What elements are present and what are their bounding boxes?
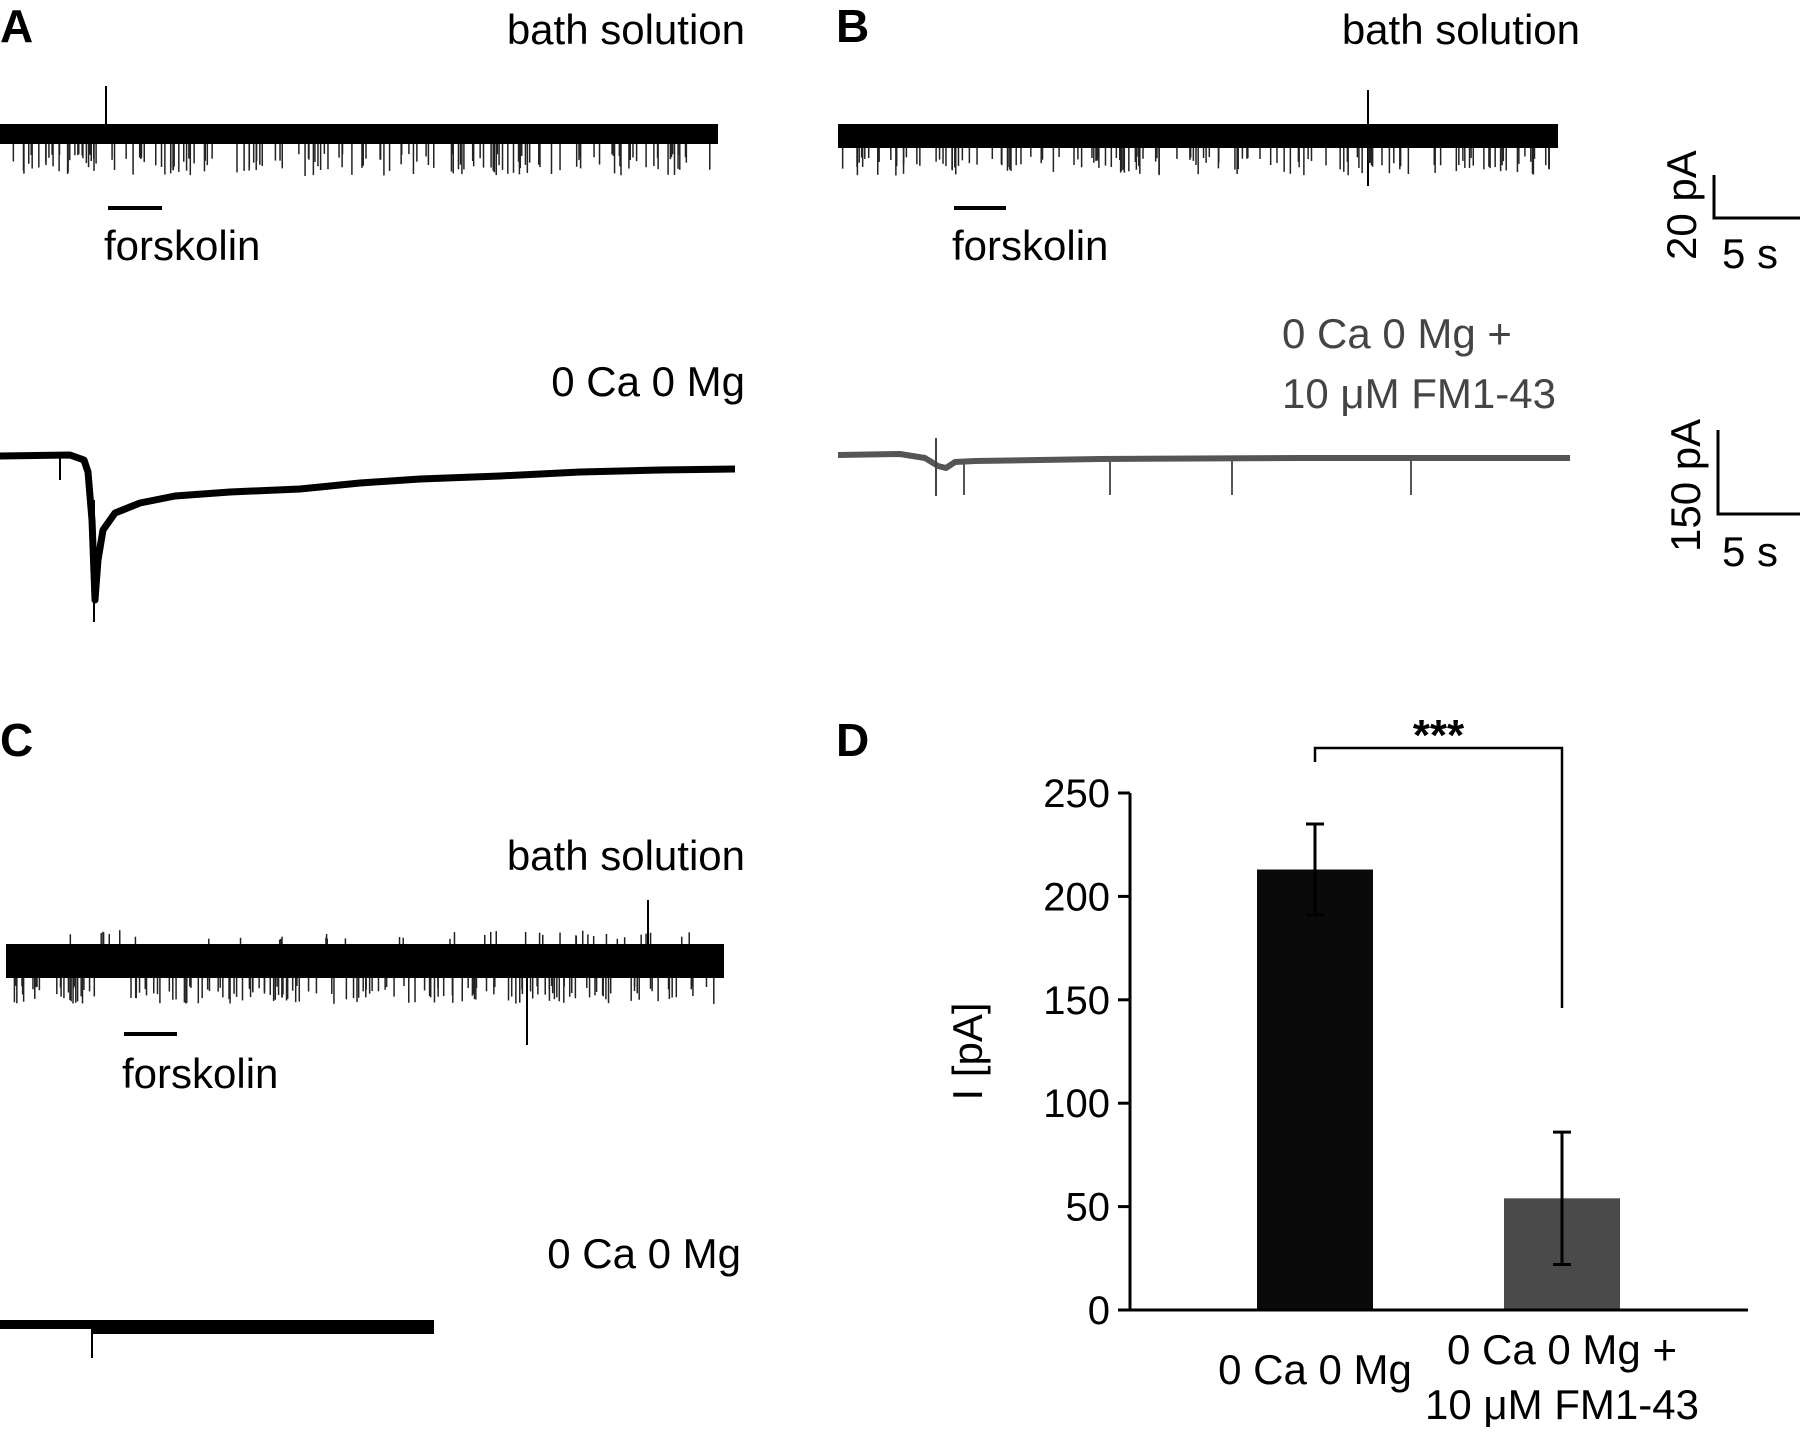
y-axis-ticks: 0 50 100 150 200 250 xyxy=(1043,772,1130,1333)
panel-b-bottom-trace xyxy=(837,438,1570,496)
panel-a-label: A xyxy=(0,0,33,52)
panel-b-bottom-condition-line1: 0 Ca 0 Mg + xyxy=(1282,310,1512,357)
panel-a: A bath solution forskolin 0 Ca 0 Mg xyxy=(0,0,745,622)
panel-b-top-trace xyxy=(838,90,1558,186)
panel-a-bottom-condition: 0 Ca 0 Mg xyxy=(551,358,745,405)
significance-bracket: *** xyxy=(1313,711,1564,1008)
panel-c-stim-label: forskolin xyxy=(122,1050,278,1097)
x-axis-labels: 0 Ca 0 Mg 0 Ca 0 Mg + 10 μM FM1-43 xyxy=(1218,1326,1699,1428)
y-tick-label: 150 xyxy=(1043,979,1110,1023)
panel-c-top-condition: bath solution xyxy=(507,832,745,879)
trace-spikes-up xyxy=(69,930,690,944)
scale-top-current: 20 pA xyxy=(1658,150,1705,260)
x-tick-label: 0 Ca 0 Mg xyxy=(1218,1346,1412,1393)
trace-band xyxy=(838,124,1558,148)
bar xyxy=(1257,869,1373,1310)
scale-bottom-time: 5 s xyxy=(1722,528,1778,575)
scale-bar-top: 20 pA 5 s xyxy=(1658,150,1800,277)
scale-top-time: 5 s xyxy=(1722,230,1778,277)
trace-band xyxy=(6,944,724,978)
y-tick-label: 100 xyxy=(1043,1082,1110,1126)
current-trace xyxy=(0,451,736,604)
x-tick-label: 10 μM FM1-43 xyxy=(1425,1381,1699,1428)
panel-b-stim-label: forskolin xyxy=(952,222,1108,269)
trace-band xyxy=(0,1320,434,1329)
panel-c-label: C xyxy=(0,714,33,766)
panel-a-top-trace xyxy=(0,86,718,176)
trace-band xyxy=(0,124,718,144)
panel-a-bottom-trace xyxy=(0,451,736,622)
trace-spikes xyxy=(841,148,1551,176)
panel-a-top-condition: bath solution xyxy=(507,6,745,53)
y-tick-label: 0 xyxy=(1088,1289,1110,1333)
panel-d-label: D xyxy=(836,714,869,766)
panel-b: B bath solution forskolin 0 Ca 0 Mg + 10… xyxy=(836,0,1800,575)
current-trace xyxy=(837,451,1570,471)
scale-bar-lines xyxy=(1712,175,1800,220)
x-tick-label: 0 Ca 0 Mg + xyxy=(1447,1326,1677,1373)
panel-b-top-condition: bath solution xyxy=(1342,6,1580,53)
y-tick-label: 200 xyxy=(1043,875,1110,919)
panel-b-label: B xyxy=(836,0,869,52)
scale-bottom-current: 150 pA xyxy=(1662,419,1709,552)
bar-chart: 0 50 100 150 200 250 *** 0 Ca 0 Mg 0 Ca 0 Mg +… xyxy=(944,711,1748,1428)
panel-a-stim-label: forskolin xyxy=(104,222,260,269)
y-axis-label: I [pA] xyxy=(944,1002,991,1100)
trace-band-shift xyxy=(92,1325,434,1334)
bracket-line xyxy=(1313,746,1564,1008)
trace-spikes xyxy=(13,978,715,1004)
panel-c-bottom-trace xyxy=(0,1320,434,1358)
y-tick-label: 50 xyxy=(1066,1186,1111,1230)
y-tick-label: 250 xyxy=(1043,772,1110,816)
trace-spikes xyxy=(12,144,711,176)
bars xyxy=(1257,869,1620,1310)
scale-bar-lines xyxy=(1716,430,1800,516)
panel-c-bottom-condition: 0 Ca 0 Mg xyxy=(547,1230,741,1277)
panel-c: C bath solution forskolin 0 Ca 0 Mg xyxy=(0,714,745,1358)
panel-b-bottom-condition-line2: 10 μM FM1-43 xyxy=(1282,370,1556,417)
panel-c-top-trace xyxy=(6,900,724,1045)
scale-bar-bottom: 150 pA 5 s xyxy=(1662,419,1800,575)
error-bars xyxy=(1306,822,1571,1267)
significance-stars: *** xyxy=(1413,711,1465,760)
